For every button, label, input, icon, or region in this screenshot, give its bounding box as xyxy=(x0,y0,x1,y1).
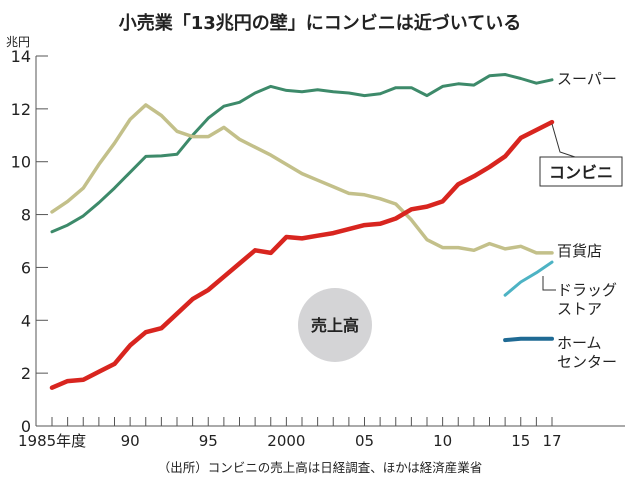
x-tick-label: 1985年度 xyxy=(18,432,86,450)
series-line-1 xyxy=(50,103,554,255)
axes: 0 2 4 6 8 10 12 14 1985年度 90 95 2000 05 10 15 17 xyxy=(11,47,625,450)
y-tick-label: 0 xyxy=(21,417,31,436)
y-tick-label: 6 xyxy=(21,258,31,277)
series-label-home-center-line1: ホーム xyxy=(557,334,602,352)
x-tick-label: 95 xyxy=(199,432,218,450)
series-label-home-center-line2: センター xyxy=(557,353,617,371)
series-line-4 xyxy=(503,336,554,343)
x-tick-label: 10 xyxy=(433,432,452,450)
x-tick-label: 17 xyxy=(542,432,561,450)
annotation-badge: 売上高 xyxy=(298,288,372,362)
series-line-0 xyxy=(50,73,554,234)
series-lines xyxy=(49,73,555,390)
x-tick-label: 15 xyxy=(511,432,530,450)
y-axis-unit: 兆円 xyxy=(6,35,30,49)
y-tick-label: 8 xyxy=(21,206,31,225)
series-label-drugstore-line2: ストア xyxy=(557,300,602,318)
series-line-2 xyxy=(49,119,555,390)
y-tick-label: 2 xyxy=(21,364,31,383)
leader-line-drugstore xyxy=(542,276,556,291)
series-label-convenience: コンビニ xyxy=(549,163,613,182)
series-label-department-store: 百貨店 xyxy=(557,242,602,260)
series-label-supermarket: スーパー xyxy=(557,70,617,88)
y-tick-label: 10 xyxy=(11,153,31,172)
x-tick-label: 90 xyxy=(121,432,140,450)
leader-line-convenience xyxy=(551,123,576,158)
annotation-text: 売上高 xyxy=(311,316,359,335)
x-tick-label: 2000 xyxy=(267,432,305,450)
series-label-drugstore-line1: ドラッグ xyxy=(557,281,617,299)
y-tick-label: 4 xyxy=(21,311,31,330)
x-tick-label: 05 xyxy=(355,432,374,450)
y-tick-label: 12 xyxy=(11,100,31,119)
series-label-box-convenience xyxy=(539,156,623,187)
y-tick-label: 14 xyxy=(11,47,31,66)
chart-title: 小売業「13兆円の壁」にコンビニは近づいている xyxy=(119,12,522,34)
annotation-circle xyxy=(298,288,372,362)
source-note: （出所）コンビニの売上高は日経調査、ほかは経済産業省 xyxy=(158,460,483,475)
series-line-3 xyxy=(503,260,554,297)
